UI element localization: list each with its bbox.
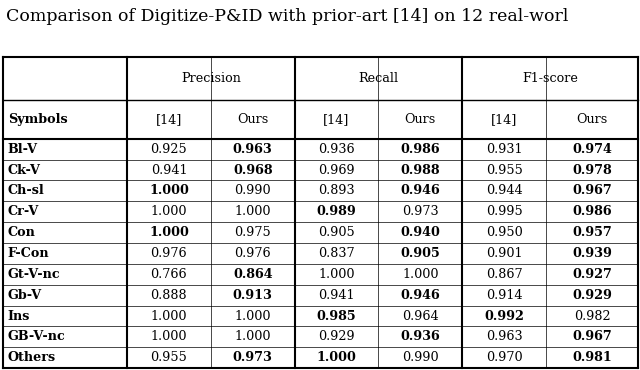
Text: 1.000: 1.000	[150, 310, 187, 323]
Text: Ours: Ours	[577, 113, 607, 126]
Text: 0.929: 0.929	[572, 289, 612, 302]
Text: 1.000: 1.000	[402, 268, 438, 281]
Text: 0.936: 0.936	[401, 330, 440, 343]
Text: 0.975: 0.975	[234, 226, 271, 239]
Text: 1.000: 1.000	[318, 268, 355, 281]
Text: 0.955: 0.955	[150, 351, 188, 364]
Text: 1.000: 1.000	[317, 351, 356, 364]
Text: 0.905: 0.905	[318, 226, 355, 239]
Text: 1.000: 1.000	[234, 330, 271, 343]
Text: 0.967: 0.967	[572, 184, 612, 197]
Text: 0.976: 0.976	[150, 247, 188, 260]
Text: 0.901: 0.901	[486, 247, 522, 260]
Text: 0.946: 0.946	[401, 184, 440, 197]
Text: 0.864: 0.864	[233, 268, 273, 281]
Text: 0.985: 0.985	[317, 310, 356, 323]
Text: 0.974: 0.974	[572, 143, 612, 156]
Text: Ours: Ours	[404, 113, 436, 126]
Text: 0.905: 0.905	[401, 247, 440, 260]
Text: Precision: Precision	[181, 72, 241, 85]
Text: 0.837: 0.837	[318, 247, 355, 260]
Text: Gt-V-nc: Gt-V-nc	[8, 268, 60, 281]
Text: F1-score: F1-score	[522, 72, 578, 85]
Text: Others: Others	[8, 351, 56, 364]
Text: 0.981: 0.981	[572, 351, 612, 364]
Text: 0.990: 0.990	[234, 184, 271, 197]
Text: 0.978: 0.978	[572, 164, 612, 176]
Text: 1.000: 1.000	[150, 205, 187, 218]
Text: 0.986: 0.986	[572, 205, 612, 218]
Text: 0.944: 0.944	[486, 184, 522, 197]
Text: 1.000: 1.000	[149, 184, 189, 197]
Text: 0.931: 0.931	[486, 143, 522, 156]
Text: 0.950: 0.950	[486, 226, 522, 239]
Text: 1.000: 1.000	[149, 226, 189, 239]
Text: 0.995: 0.995	[486, 205, 522, 218]
Text: Cr-V: Cr-V	[8, 205, 39, 218]
Text: 0.973: 0.973	[402, 205, 438, 218]
Text: 0.990: 0.990	[402, 351, 438, 364]
Text: 0.963: 0.963	[486, 330, 522, 343]
Text: 0.766: 0.766	[150, 268, 188, 281]
Text: 1.000: 1.000	[234, 310, 271, 323]
Text: 0.941: 0.941	[318, 289, 355, 302]
Text: 0.936: 0.936	[318, 143, 355, 156]
Text: 0.986: 0.986	[401, 143, 440, 156]
Text: 0.992: 0.992	[484, 310, 524, 323]
Text: 0.925: 0.925	[150, 143, 188, 156]
Text: 0.946: 0.946	[401, 289, 440, 302]
Text: 0.927: 0.927	[572, 268, 612, 281]
Text: F-Con: F-Con	[8, 247, 49, 260]
Text: 0.963: 0.963	[233, 143, 273, 156]
Text: 1.000: 1.000	[234, 205, 271, 218]
Text: 0.914: 0.914	[486, 289, 522, 302]
Text: Gb-V: Gb-V	[8, 289, 42, 302]
Text: [14]: [14]	[156, 113, 182, 126]
Text: 0.939: 0.939	[572, 247, 612, 260]
Text: 0.888: 0.888	[150, 289, 188, 302]
Text: Bl-V: Bl-V	[8, 143, 38, 156]
Text: 0.989: 0.989	[317, 205, 356, 218]
Text: 0.967: 0.967	[572, 330, 612, 343]
Text: Ck-V: Ck-V	[8, 164, 40, 176]
Text: Con: Con	[8, 226, 36, 239]
Text: 0.957: 0.957	[572, 226, 612, 239]
Text: [14]: [14]	[491, 113, 517, 126]
Text: 0.970: 0.970	[486, 351, 522, 364]
Text: 0.893: 0.893	[318, 184, 355, 197]
Text: 0.929: 0.929	[318, 330, 355, 343]
Text: Symbols: Symbols	[8, 113, 67, 126]
Text: 0.969: 0.969	[318, 164, 355, 176]
Text: 0.976: 0.976	[234, 247, 271, 260]
Text: GB-V-nc: GB-V-nc	[8, 330, 65, 343]
Text: 0.940: 0.940	[401, 226, 440, 239]
Text: Ours: Ours	[237, 113, 268, 126]
Text: 1.000: 1.000	[150, 330, 187, 343]
Text: 0.913: 0.913	[233, 289, 273, 302]
Text: 0.941: 0.941	[150, 164, 187, 176]
Text: Comparison of Digitize-P&ID with prior-art [14] on 12 real-worl: Comparison of Digitize-P&ID with prior-a…	[6, 8, 569, 25]
Text: Ins: Ins	[8, 310, 30, 323]
Text: Recall: Recall	[358, 72, 399, 85]
Text: 0.964: 0.964	[402, 310, 438, 323]
Text: 0.973: 0.973	[233, 351, 273, 364]
Text: 0.982: 0.982	[573, 310, 611, 323]
Text: [14]: [14]	[323, 113, 349, 126]
Text: 0.988: 0.988	[401, 164, 440, 176]
Text: 0.867: 0.867	[486, 268, 522, 281]
Text: 0.968: 0.968	[233, 164, 273, 176]
Text: Ch-sl: Ch-sl	[8, 184, 44, 197]
Text: 0.955: 0.955	[486, 164, 522, 176]
